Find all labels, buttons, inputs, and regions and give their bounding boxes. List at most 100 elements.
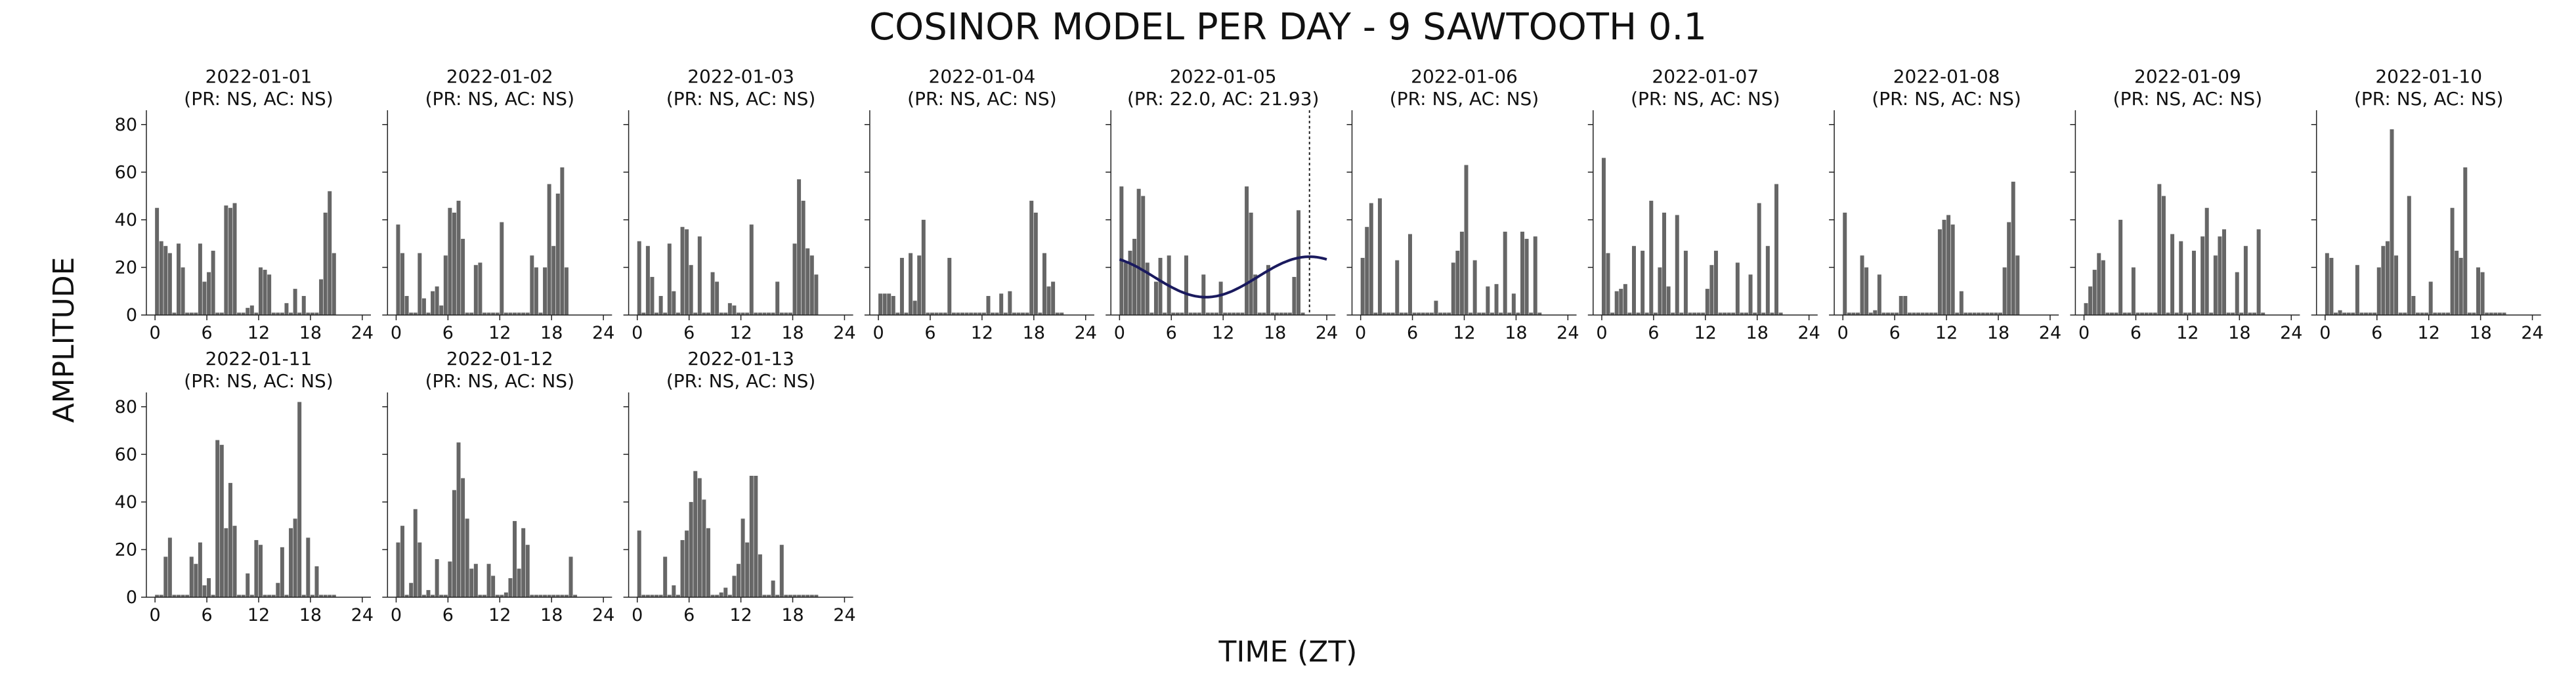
data-bar xyxy=(689,264,693,315)
data-bar xyxy=(163,557,168,597)
data-bar xyxy=(1851,312,1856,315)
data-bar xyxy=(413,509,418,597)
data-bar xyxy=(1227,312,1232,315)
data-bar xyxy=(1507,312,1512,315)
data-bar xyxy=(2209,312,2214,315)
data-bar xyxy=(224,528,228,597)
data-bar xyxy=(491,312,496,315)
data-bar xyxy=(289,312,293,315)
data-bar xyxy=(895,312,900,315)
subplot-stats: (PR: NS, AC: NS) xyxy=(666,370,815,392)
data-bar xyxy=(328,191,332,315)
data-bar xyxy=(1675,215,1679,315)
data-bar xyxy=(1946,215,1951,315)
subplot-date: 2022-01-11 xyxy=(205,348,312,369)
data-bar xyxy=(2407,196,2411,315)
data-bar xyxy=(314,566,319,597)
data-bar xyxy=(1029,200,1034,315)
data-bar xyxy=(2131,267,2136,315)
data-bar xyxy=(2170,234,2175,315)
data-bar xyxy=(697,478,702,597)
data-bar xyxy=(737,564,741,597)
x-tick-label: 18 xyxy=(299,605,322,625)
data-bar xyxy=(969,312,974,315)
data-bar xyxy=(723,587,728,597)
data-bar xyxy=(1860,255,1864,315)
data-bar xyxy=(1972,312,1977,315)
data-bar xyxy=(486,564,491,597)
data-bar xyxy=(1404,312,1408,315)
data-bar xyxy=(2174,312,2179,315)
data-bar xyxy=(1696,312,1701,315)
data-bar xyxy=(456,442,461,597)
data-bar xyxy=(719,312,723,315)
data-bar xyxy=(1683,251,1688,315)
data-bar xyxy=(1925,312,1929,315)
data-bar xyxy=(2127,312,2132,315)
data-bar xyxy=(228,482,232,597)
data-bar xyxy=(715,282,719,315)
data-bar xyxy=(2458,257,2463,315)
data-bar xyxy=(508,312,513,315)
data-bar xyxy=(1218,282,1223,315)
data-bar xyxy=(1989,312,1994,315)
data-bar xyxy=(1390,312,1395,315)
data-bar xyxy=(2502,312,2506,315)
data-bar xyxy=(1727,312,1731,315)
data-bar xyxy=(426,590,431,597)
data-bar xyxy=(1451,263,1455,315)
data-bar xyxy=(521,528,526,597)
data-bar xyxy=(805,595,810,597)
data-bar xyxy=(986,295,991,315)
data-bar xyxy=(1920,312,1925,315)
x-tick-label: 24 xyxy=(1556,323,1579,343)
data-bar xyxy=(293,289,297,315)
data-bar xyxy=(1899,295,1903,315)
data-bar xyxy=(1929,312,1933,315)
data-bar xyxy=(956,312,960,315)
data-bar xyxy=(396,224,400,315)
data-bar xyxy=(181,595,185,597)
data-bar xyxy=(1417,312,1421,315)
data-bar xyxy=(1653,312,1658,315)
data-bar xyxy=(2222,229,2226,315)
data-bar xyxy=(1395,260,1400,315)
data-bar xyxy=(254,539,259,597)
data-bar xyxy=(882,293,887,315)
data-bar xyxy=(259,545,263,597)
data-bar xyxy=(1163,312,1167,315)
subplot-stats: (PR: NS, AC: NS) xyxy=(184,370,333,392)
data-bar xyxy=(1377,198,1382,315)
data-bar xyxy=(2403,312,2407,315)
data-bar xyxy=(319,595,324,597)
data-bar xyxy=(513,312,517,315)
data-bar xyxy=(1614,291,1619,315)
data-bar xyxy=(1998,312,2002,315)
y-tick-label: 40 xyxy=(115,492,137,513)
data-bar xyxy=(439,595,444,597)
data-bar xyxy=(418,253,422,315)
x-axis-label: TIME (ZT) xyxy=(1218,635,1358,669)
data-bar xyxy=(767,595,771,597)
x-tick-label: 12 xyxy=(247,605,270,625)
x-tick-label: 0 xyxy=(150,323,161,343)
data-bar xyxy=(2118,219,2123,315)
data-bar xyxy=(249,305,254,315)
data-bar xyxy=(947,257,952,315)
data-bar xyxy=(788,312,792,315)
data-bar xyxy=(1141,196,1146,315)
x-tick-label: 6 xyxy=(201,323,212,343)
data-bar xyxy=(1214,312,1219,315)
data-bar xyxy=(2261,312,2265,315)
x-tick-label: 24 xyxy=(1797,323,1820,343)
data-bar xyxy=(1175,312,1180,315)
subplot-date: 2022-01-04 xyxy=(929,66,1036,87)
data-bar xyxy=(1055,312,1060,315)
data-bar xyxy=(560,167,565,315)
data-bar xyxy=(1985,312,1990,315)
data-bar xyxy=(762,595,767,597)
data-bar xyxy=(1740,312,1744,315)
data-bar xyxy=(189,557,194,597)
data-bar xyxy=(1399,312,1404,315)
data-bar xyxy=(680,226,685,315)
